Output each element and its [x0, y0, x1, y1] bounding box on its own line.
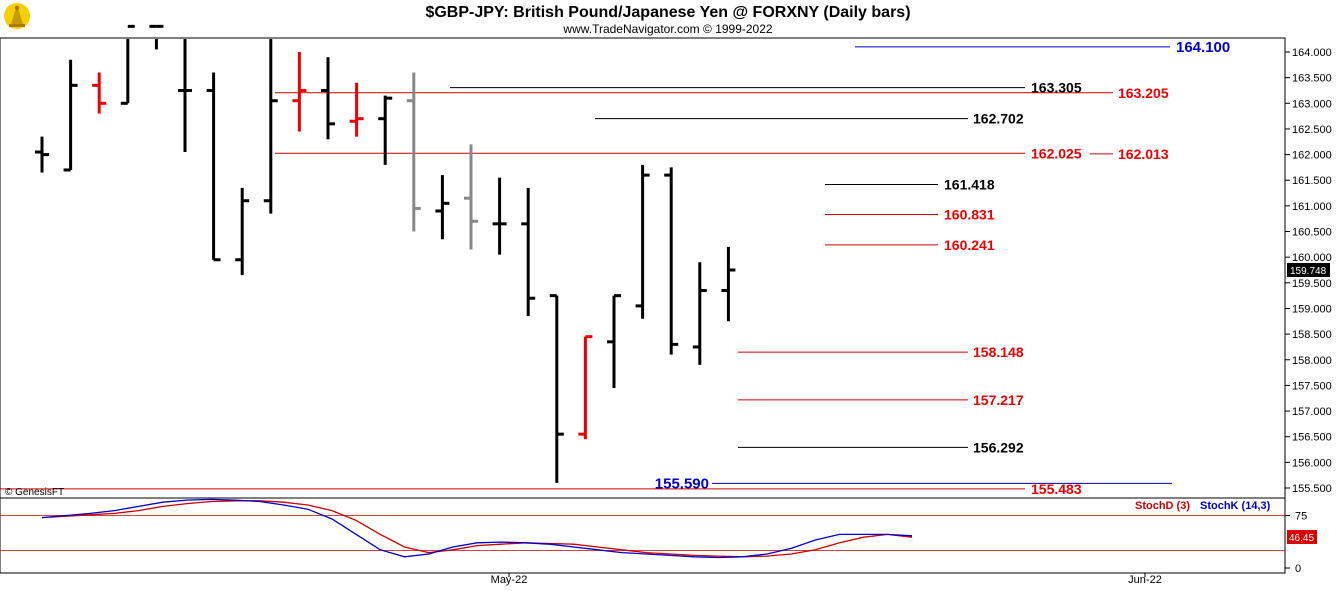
stochastic-panel [0, 497, 1286, 574]
y-tick-label: 159.000 [1292, 303, 1332, 315]
level-label: 162.702 [973, 111, 1024, 127]
y-tick-label: 162.500 [1292, 124, 1332, 136]
y-tick-label: 157.500 [1292, 380, 1332, 392]
y-tick-label: 158.500 [1292, 329, 1332, 341]
y-tick-label: 164.000 [1292, 47, 1332, 59]
stoch-y-tick-label: 0 [1295, 563, 1301, 575]
y-tick-label: 156.500 [1292, 432, 1332, 444]
level-label: 156.292 [973, 439, 1024, 455]
level-label: 164.100 [1176, 39, 1230, 56]
y-tick-label: 158.000 [1292, 355, 1332, 367]
y-tick-label: 163.000 [1292, 98, 1332, 110]
stochastic-y-axis: 0 75 [1285, 511, 1307, 575]
level-label: 162.013 [1118, 146, 1169, 162]
watermark-text: © GenesisFT [5, 487, 64, 498]
chart-subtitle: www.TradeNavigator.com © 1999-2022 [562, 22, 772, 36]
y-tick-label: 159.500 [1292, 278, 1332, 290]
stoch-series-line [41, 500, 913, 558]
stochd-legend: StochD (3) [1135, 500, 1190, 512]
level-label: 155.483 [1031, 481, 1082, 497]
stoch-y-tick-label: 75 [1295, 511, 1307, 523]
level-label: 163.205 [1118, 85, 1169, 101]
last-price-tag: 159.748 [1287, 263, 1330, 277]
y-tick-label: 162.000 [1292, 150, 1332, 162]
y-tick-label: 161.000 [1292, 201, 1332, 213]
y-tick-label: 163.500 [1292, 73, 1332, 85]
level-label: 155.590 [655, 475, 709, 492]
y-tick-label: 157.000 [1292, 406, 1332, 418]
chart-title: $GBP-JPY: British Pound/Japanese Yen @ F… [425, 4, 910, 21]
ohlc-bars [35, 24, 736, 483]
stochastic-lines [0, 498, 1285, 559]
level-label: 163.305 [1031, 80, 1082, 96]
y-tick-label: 161.500 [1292, 175, 1332, 187]
level-label: 160.241 [944, 237, 995, 253]
level-label: 161.418 [944, 176, 995, 192]
y-tick-label: 160.500 [1292, 227, 1332, 239]
app-logo-icon [4, 3, 30, 29]
level-label: 158.148 [973, 344, 1024, 360]
y-tick-label: 155.500 [1292, 483, 1332, 495]
level-label: 157.217 [973, 392, 1024, 408]
y-tick-label: 156.000 [1292, 457, 1332, 469]
price-y-axis: 155.500 156.000 156.500 157.000 157.500 158.0… [1285, 47, 1332, 495]
level-label: 160.831 [944, 207, 995, 223]
stoch-last-value: 46.45 [1289, 533, 1314, 544]
stoch-series-line [41, 498, 913, 559]
x-label-may: May-22 [491, 574, 528, 586]
price-levels: 164.100 163.305 163.205 162.702 162.025 162.0… [0, 39, 1230, 497]
last-price-value: 159.748 [1290, 266, 1327, 277]
y-tick-label: 160.000 [1292, 252, 1332, 264]
stoch-last-tag: 46.45 [1287, 530, 1317, 544]
stochk-legend: StochK (14,3) [1200, 500, 1271, 512]
level-label: 162.025 [1031, 145, 1082, 161]
x-label-jun: Jun-22 [1128, 574, 1162, 586]
